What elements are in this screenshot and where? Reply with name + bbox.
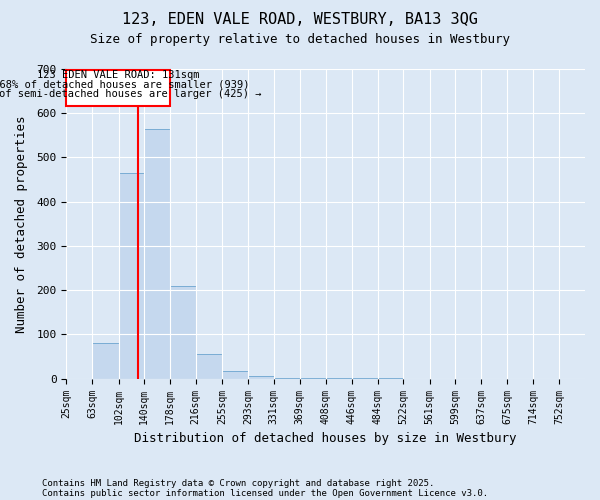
Bar — [196, 354, 222, 378]
Bar — [92, 344, 119, 378]
Text: Contains public sector information licensed under the Open Government Licence v3: Contains public sector information licen… — [42, 488, 488, 498]
Bar — [196, 354, 222, 378]
Bar — [170, 286, 196, 378]
Bar — [144, 128, 170, 378]
X-axis label: Distribution of detached houses by size in Westbury: Distribution of detached houses by size … — [134, 432, 517, 445]
Y-axis label: Number of detached properties: Number of detached properties — [15, 115, 28, 332]
Bar — [119, 173, 144, 378]
Bar — [92, 344, 119, 378]
Text: ← 68% of detached houses are smaller (939): ← 68% of detached houses are smaller (93… — [0, 80, 250, 90]
Bar — [222, 370, 248, 378]
Text: Size of property relative to detached houses in Westbury: Size of property relative to detached ho… — [90, 32, 510, 46]
Bar — [144, 128, 170, 378]
Bar — [119, 173, 144, 378]
Text: Contains HM Land Registry data © Crown copyright and database right 2025.: Contains HM Land Registry data © Crown c… — [42, 478, 434, 488]
Text: 123 EDEN VALE ROAD: 131sqm: 123 EDEN VALE ROAD: 131sqm — [37, 70, 199, 80]
Bar — [170, 286, 196, 378]
Bar — [222, 370, 248, 378]
Bar — [248, 376, 274, 378]
Text: 123, EDEN VALE ROAD, WESTBURY, BA13 3QG: 123, EDEN VALE ROAD, WESTBURY, BA13 3QG — [122, 12, 478, 28]
Text: 31% of semi-detached houses are larger (425) →: 31% of semi-detached houses are larger (… — [0, 89, 262, 99]
FancyBboxPatch shape — [67, 70, 170, 106]
Bar — [248, 376, 274, 378]
